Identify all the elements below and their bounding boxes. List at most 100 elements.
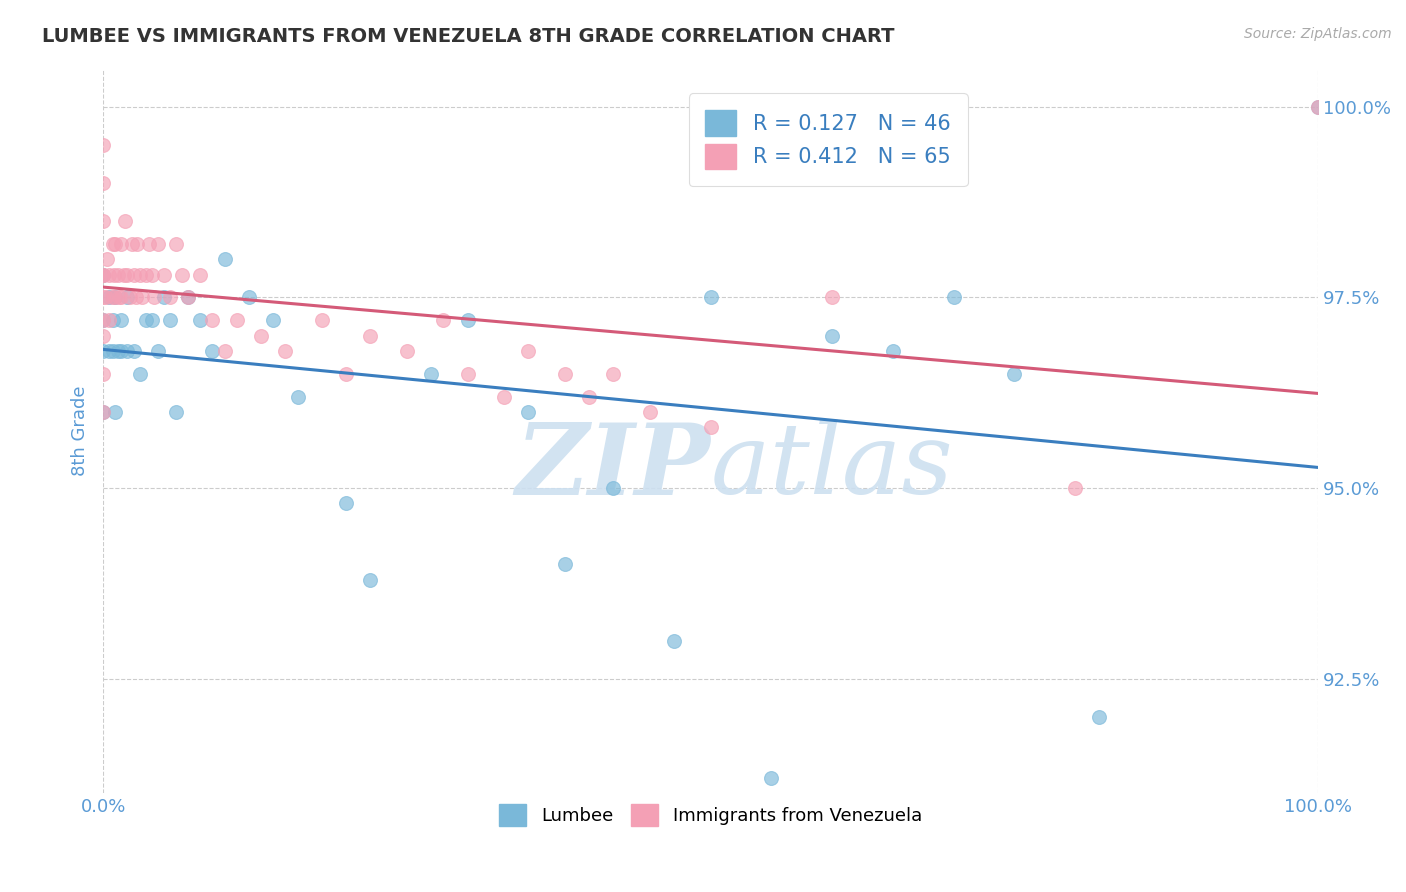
Point	[177, 290, 200, 304]
Point	[238, 290, 260, 304]
Point	[104, 290, 127, 304]
Point	[91, 405, 114, 419]
Point	[96, 252, 118, 267]
Point	[118, 290, 141, 304]
Point	[91, 176, 114, 190]
Point	[91, 137, 114, 152]
Point	[128, 367, 150, 381]
Point	[214, 343, 236, 358]
Text: ZIP: ZIP	[516, 419, 710, 516]
Text: Source: ZipAtlas.com: Source: ZipAtlas.com	[1244, 27, 1392, 41]
Point	[98, 290, 121, 304]
Point	[699, 290, 721, 304]
Point	[159, 290, 181, 304]
Text: LUMBEE VS IMMIGRANTS FROM VENEZUELA 8TH GRADE CORRELATION CHART: LUMBEE VS IMMIGRANTS FROM VENEZUELA 8TH …	[42, 27, 894, 45]
Point	[602, 367, 624, 381]
Point	[882, 343, 904, 358]
Point	[91, 214, 114, 228]
Point	[311, 313, 333, 327]
Point	[91, 268, 114, 282]
Point	[110, 343, 132, 358]
Point	[94, 290, 117, 304]
Point	[420, 367, 443, 381]
Point	[107, 268, 129, 282]
Point	[117, 268, 139, 282]
Point	[159, 313, 181, 327]
Point	[554, 367, 576, 381]
Point	[761, 771, 783, 785]
Point	[108, 290, 131, 304]
Point	[91, 405, 114, 419]
Point	[262, 313, 284, 327]
Point	[1002, 367, 1025, 381]
Point	[1088, 710, 1111, 724]
Point	[250, 328, 273, 343]
Point	[432, 313, 454, 327]
Point	[117, 343, 139, 358]
Point	[821, 328, 844, 343]
Point	[146, 237, 169, 252]
Point	[457, 313, 479, 327]
Point	[172, 268, 194, 282]
Point	[91, 290, 114, 304]
Point	[91, 328, 114, 343]
Point	[135, 313, 157, 327]
Point	[114, 214, 136, 228]
Point	[110, 313, 132, 327]
Point	[128, 268, 150, 282]
Point	[638, 405, 661, 419]
Point	[117, 290, 139, 304]
Point	[664, 633, 686, 648]
Point	[188, 268, 211, 282]
Point	[335, 367, 357, 381]
Point	[578, 390, 600, 404]
Point	[141, 268, 163, 282]
Point	[177, 290, 200, 304]
Point	[107, 343, 129, 358]
Point	[122, 268, 145, 282]
Point	[98, 313, 121, 327]
Point	[91, 268, 114, 282]
Point	[146, 343, 169, 358]
Point	[494, 390, 516, 404]
Point	[287, 390, 309, 404]
Point	[110, 290, 132, 304]
Point	[821, 290, 844, 304]
Point	[359, 573, 381, 587]
Point	[104, 237, 127, 252]
Point	[153, 268, 176, 282]
Point	[112, 268, 135, 282]
Point	[121, 237, 143, 252]
Point	[201, 343, 224, 358]
Point	[1064, 481, 1087, 495]
Point	[335, 496, 357, 510]
Point	[457, 367, 479, 381]
Point	[91, 313, 114, 327]
Point	[602, 481, 624, 495]
Point	[125, 290, 148, 304]
Point	[225, 313, 247, 327]
Point	[141, 313, 163, 327]
Point	[165, 237, 187, 252]
Point	[165, 405, 187, 419]
Point	[554, 558, 576, 572]
Point	[359, 328, 381, 343]
Y-axis label: 8th Grade: 8th Grade	[72, 385, 89, 476]
Point	[395, 343, 418, 358]
Point	[101, 343, 124, 358]
Point	[91, 268, 114, 282]
Point	[101, 313, 124, 327]
Point	[942, 290, 965, 304]
Point	[188, 313, 211, 327]
Point	[91, 343, 114, 358]
Point	[138, 237, 160, 252]
Point	[143, 290, 166, 304]
Point	[101, 237, 124, 252]
Point	[104, 405, 127, 419]
Point	[274, 343, 297, 358]
Point	[135, 268, 157, 282]
Point	[517, 405, 540, 419]
Point	[131, 290, 153, 304]
Point	[91, 313, 114, 327]
Point	[1308, 100, 1330, 114]
